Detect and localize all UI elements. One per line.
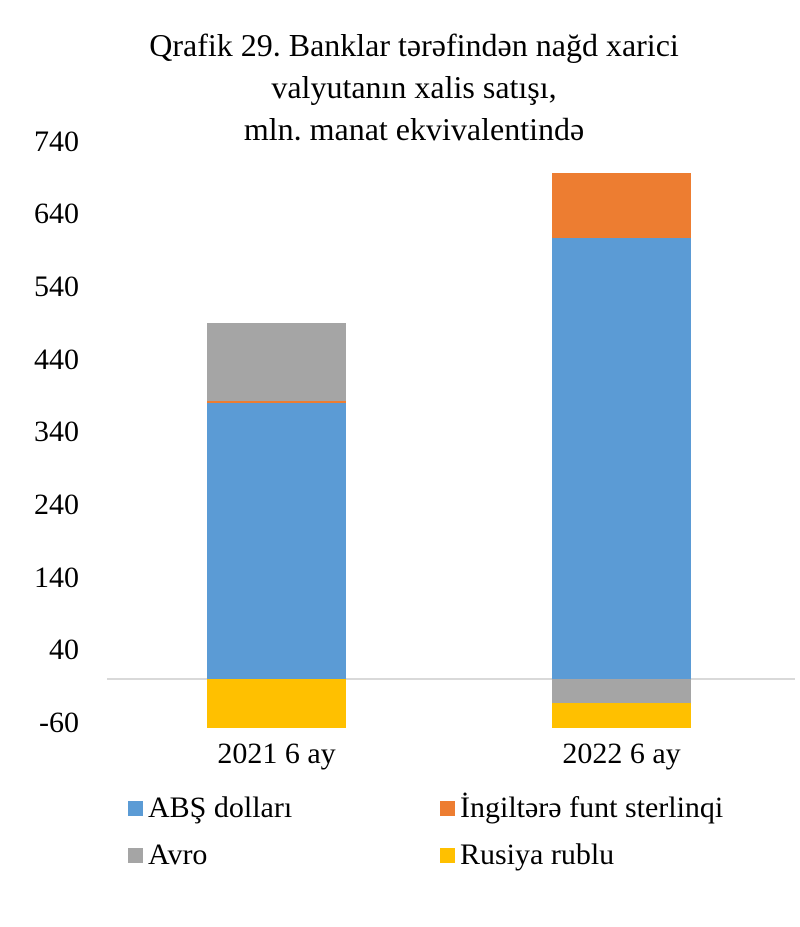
y-tick-label: 740 [34,124,79,158]
chart-title: Qrafik 29. Banklar tərəfindən nağd xaric… [28,24,800,150]
chart-title-line-1: Qrafik 29. Banklar tərəfindən nağd xaric… [149,27,679,63]
y-tick-label: 340 [34,415,79,449]
legend-swatch-icon [440,847,455,863]
legend-item-series0: ABŞ dolları [128,792,292,824]
legend-label: Rusiya rublu [460,838,615,871]
legend-label: İngiltərə funt sterlinqi [460,791,724,824]
y-tick-label: 240 [34,488,79,522]
x-category-label: 2022 6 ay [562,737,681,770]
chart-title-line-2: valyutanın xalis satışı, [271,69,557,105]
chart-title-line-3: mln. manat ekvivalentində [243,111,585,147]
legend-label: ABŞ dolları [148,791,293,824]
y-tick-label: 440 [34,342,79,376]
bar-segment-series3-cat0 [207,679,346,729]
bar-segment-series1-cat0 [207,400,346,404]
legend-label: Avro [148,838,208,871]
legend-item-series3: Rusiya rublu [440,839,614,871]
y-tick-label: 640 [34,197,79,231]
legend-item-series2: Avro [128,839,207,871]
legend-swatch-icon [128,800,143,816]
bar-segment-series3-cat1 [552,702,691,728]
legend-item-series1: İngiltərə funt sterlinqi [440,792,723,824]
y-tick-label: 40 [49,633,79,667]
x-category-label: 2021 6 ay [217,737,336,770]
bar-segment-series1-cat1 [552,173,691,239]
bar-segment-series0-cat1 [552,238,691,679]
zero-gridline [107,678,795,680]
y-tick-label: -60 [39,706,79,740]
y-tick-label: 140 [34,560,79,594]
y-tick-label: 540 [34,269,79,303]
legend-swatch-icon [128,847,143,863]
bar-segment-series2-cat0 [207,323,346,401]
bar-segment-series0-cat0 [207,403,346,679]
bar-segment-series2-cat1 [552,679,691,703]
legend-swatch-icon [440,800,455,816]
